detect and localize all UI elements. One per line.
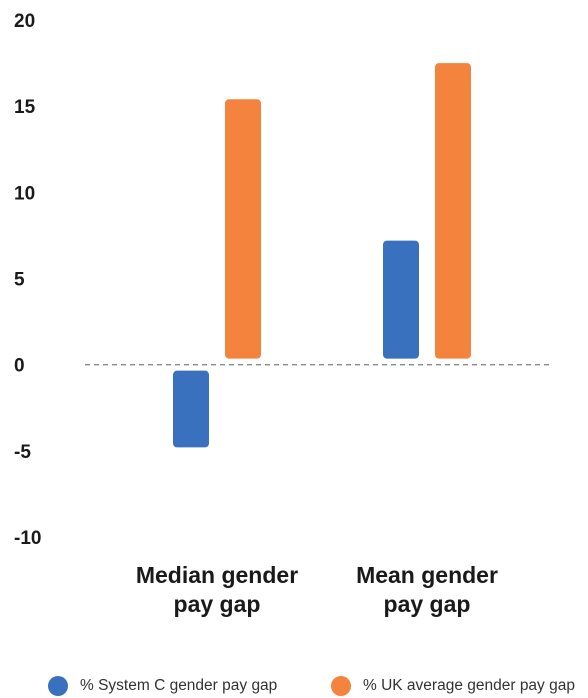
bar-system-c-0 [173, 370, 209, 448]
y-tick-label: 20 [14, 11, 35, 32]
bars [173, 63, 471, 448]
x-category-label: Median gender [136, 562, 298, 588]
legend-item-system-c: % System C gender pay gap [48, 676, 277, 696]
bar-uk-average-0 [225, 99, 261, 359]
bar-uk-average-1 [435, 63, 471, 359]
y-tick-label: -10 [14, 528, 41, 549]
x-category-label: Mean gender [356, 562, 498, 588]
y-tick-label: 5 [14, 270, 25, 291]
x-category-label: pay gap [384, 591, 471, 617]
legend-label-uk-average: % UK average gender pay gap [363, 677, 575, 694]
legend-item-uk-average: % UK average gender pay gap [331, 676, 575, 696]
y-tick-label: 0 [14, 356, 25, 377]
legend-swatch-uk-average [331, 676, 351, 696]
legend: % System C gender pay gap % UK average g… [0, 672, 588, 698]
y-tick-label: 15 [14, 97, 36, 118]
legend-swatch-system-c [48, 676, 68, 696]
y-axis-ticks: 20 15 10 5 0 -5 -10 [14, 11, 41, 549]
legend-label-system-c: % System C gender pay gap [80, 677, 278, 694]
x-category-label: pay gap [174, 591, 261, 617]
bar-system-c-1 [383, 240, 419, 359]
y-tick-label: 10 [14, 183, 35, 204]
y-tick-label: -5 [14, 442, 31, 463]
x-axis-categories: Median gender pay gap Mean gender pay gap [136, 562, 498, 617]
